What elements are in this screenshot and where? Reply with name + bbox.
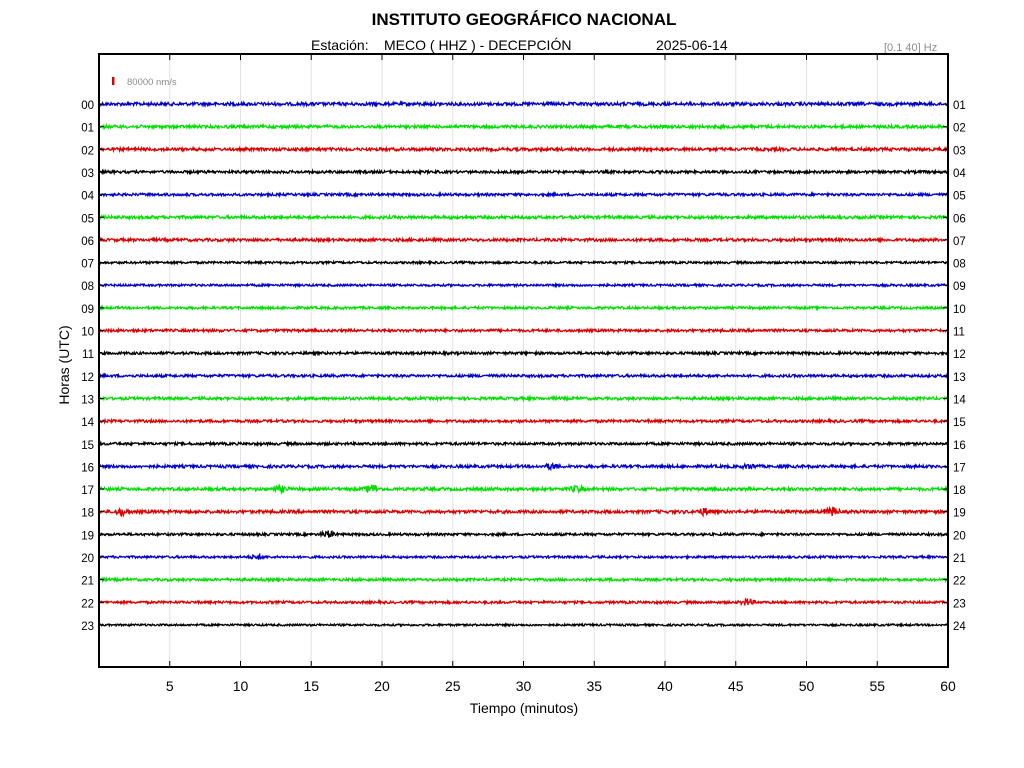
hour-label-left: 10: [81, 327, 94, 339]
hour-label-right: 05: [953, 191, 966, 203]
hour-label-left: 15: [81, 440, 94, 452]
chart-date: 2025-06-14: [656, 37, 728, 53]
hour-label-left: 14: [81, 417, 94, 429]
trace-hour-13: [98, 394, 949, 403]
trace-hour-18: [98, 505, 949, 518]
scale-bar: [112, 77, 115, 85]
hour-label-right: 08: [953, 259, 966, 271]
hour-label-right: 03: [953, 145, 966, 157]
trace-hour-06: [98, 235, 949, 244]
x-tick-label: 10: [233, 678, 249, 694]
hour-label-right: 06: [953, 213, 966, 225]
trace-hour-07: [98, 259, 949, 266]
hour-label-right: 14: [953, 394, 966, 406]
hour-label-right: 23: [953, 598, 966, 610]
hour-label-right: 16: [953, 440, 966, 452]
trace-hour-15: [98, 440, 949, 448]
trace-hour-17: [98, 483, 949, 495]
trace-hour-08: [98, 281, 949, 289]
trace-hour-12: [98, 372, 949, 380]
hour-label-left: 00: [81, 100, 94, 112]
x-tick-label: 55: [869, 678, 885, 694]
x-tick-label: 5: [166, 678, 174, 694]
filter-band: [0.1 40] Hz: [884, 42, 938, 54]
hour-label-right: 12: [953, 349, 966, 361]
x-axis-label: Tiempo (minutos): [469, 700, 579, 716]
hour-label-left: 21: [81, 576, 94, 588]
hour-label-right: 20: [953, 530, 966, 542]
trace-hour-03: [98, 168, 949, 176]
hour-label-right: 21: [953, 553, 966, 565]
grid: [169, 54, 878, 667]
ticks: [99, 54, 949, 667]
hour-label-right: 15: [953, 417, 966, 429]
hour-label-left: 08: [81, 281, 94, 293]
hour-label-right: 02: [953, 123, 966, 135]
x-tick-label: 60: [940, 678, 956, 694]
hour-label-right: 07: [953, 236, 966, 248]
hour-label-right: 11: [953, 327, 965, 339]
x-tick-label: 40: [657, 678, 673, 694]
scale-bar-label: 80000 nm/s: [127, 77, 177, 88]
trace-hour-22: [98, 597, 949, 607]
hour-label-left: 18: [81, 508, 94, 520]
trace-hour-02: [98, 145, 949, 154]
hour-label-left: 22: [81, 598, 94, 610]
hour-label-left: 07: [81, 259, 94, 271]
traces: [98, 99, 949, 628]
x-tick-label: 45: [728, 678, 744, 694]
trace-hour-16: [98, 461, 948, 472]
hour-label-left: 05: [81, 213, 94, 225]
hour-label-left: 16: [81, 462, 94, 474]
trace-hour-11: [98, 349, 949, 357]
y-axis-label: Horas (UTC): [56, 325, 72, 405]
station-name: MECO ( HHZ ) - DECEPCIÓN: [384, 37, 572, 53]
hour-label-left: 06: [81, 236, 94, 248]
hour-label-right: 01: [953, 100, 966, 112]
x-tick-label: 30: [516, 678, 532, 694]
hour-label-right: 19: [953, 508, 966, 520]
hour-label-right: 22: [953, 576, 966, 588]
trace-hour-20: [98, 552, 949, 561]
hour-label-left: 02: [81, 145, 94, 157]
hour-label-right: 13: [953, 372, 966, 384]
hour-label-right: 04: [953, 168, 966, 180]
trace-hour-04: [98, 190, 949, 199]
hour-label-left: 01: [81, 123, 94, 135]
hour-label-left: 12: [81, 372, 94, 384]
x-tick-label: 25: [445, 678, 461, 694]
station-label: Estación:: [311, 37, 369, 53]
x-tick-label: 15: [303, 678, 319, 694]
hour-label-left: 13: [81, 394, 94, 406]
trace-hour-01: [98, 122, 949, 131]
trace-hour-10: [98, 326, 949, 335]
hour-label-right: 09: [953, 281, 966, 293]
hour-label-right: 24: [953, 621, 966, 633]
trace-hour-14: [98, 417, 949, 425]
trace-hour-09: [98, 304, 949, 312]
trace-hour-05: [98, 213, 949, 222]
hour-label-right: 18: [953, 485, 966, 497]
tick-labels: 5 10 15 20 25 30 35 40 45 50 55 60 00 01 01 02 02 03 03 04 0…: [81, 100, 966, 694]
trace-hour-19: [98, 529, 949, 538]
hour-label-right: 10: [953, 304, 966, 316]
x-tick-label: 50: [799, 678, 815, 694]
hour-label-left: 19: [81, 530, 94, 542]
hour-label-left: 20: [81, 553, 94, 565]
trace-hour-00: [98, 99, 948, 109]
x-tick-label: 20: [374, 678, 390, 694]
hour-label-left: 11: [82, 349, 94, 361]
hour-label-left: 04: [81, 191, 94, 203]
hour-label-right: 17: [953, 462, 966, 474]
trace-hour-23: [98, 621, 949, 628]
x-tick-label: 35: [586, 678, 602, 694]
chart-title: INSTITUTO GEOGRÁFICO NACIONAL: [371, 10, 677, 29]
trace-hour-21: [98, 575, 949, 584]
hour-label-left: 09: [81, 304, 94, 316]
hour-label-left: 03: [81, 168, 94, 180]
hour-label-left: 23: [81, 621, 94, 633]
hour-label-left: 17: [81, 485, 94, 497]
